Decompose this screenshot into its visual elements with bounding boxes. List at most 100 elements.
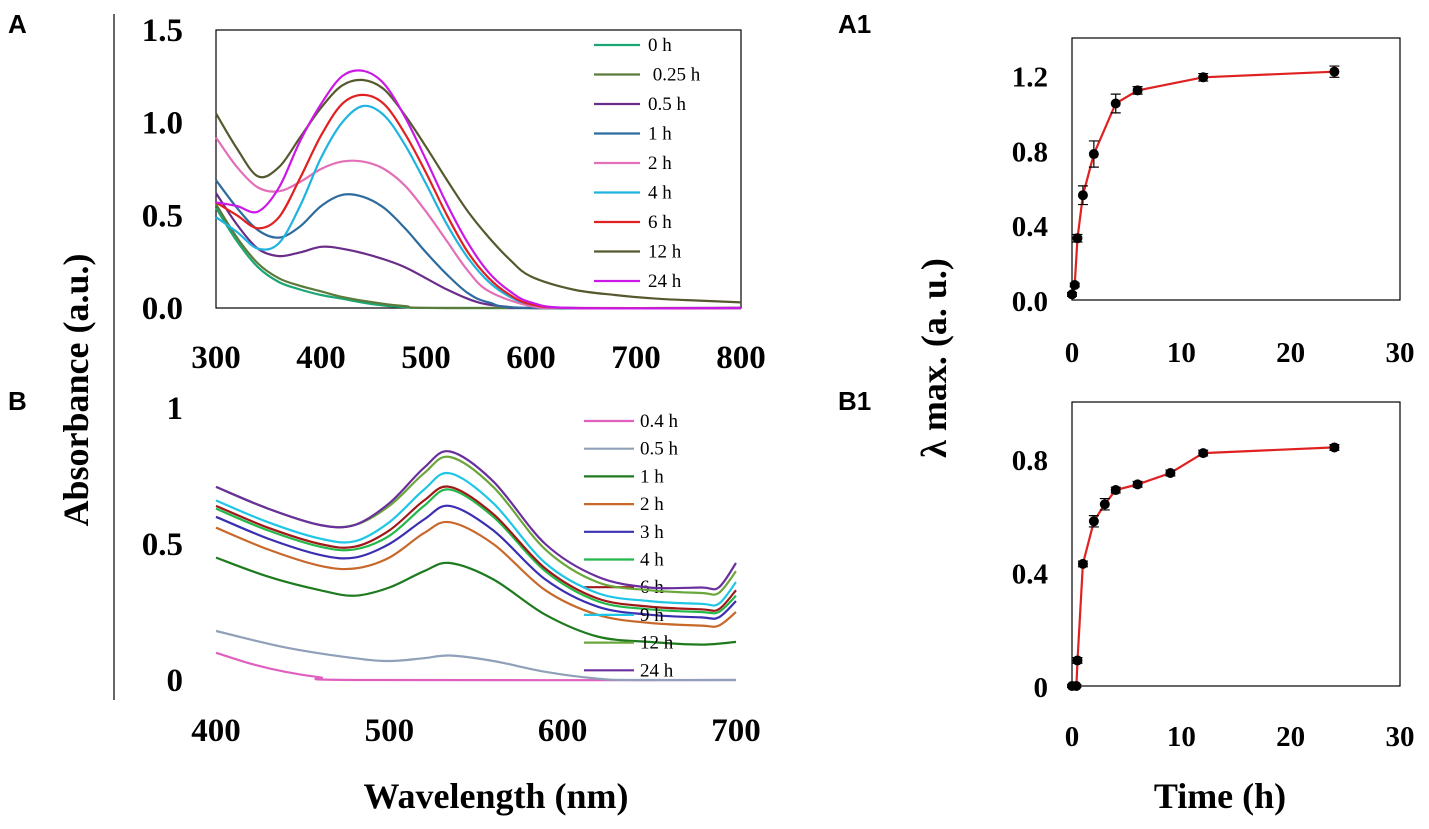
x-tick-label-a1: 30	[1386, 337, 1415, 369]
data-point-a1	[1077, 190, 1088, 201]
x-tick-label-b: 500	[365, 713, 415, 749]
panel-a1-chart: 0.0 0.4 0.8 1.2 0 10 20 30	[1012, 37, 1415, 369]
data-point-a1	[1198, 72, 1209, 83]
series-line-b-2	[215, 556, 737, 646]
series-line-a-7	[215, 78, 742, 304]
data-point-b1	[1198, 448, 1209, 459]
y-tick-label-a1: 0.4	[1012, 211, 1048, 243]
data-point-b1	[1329, 442, 1340, 453]
series-line-a-8	[215, 69, 742, 310]
y-tick-label-a: 1.5	[142, 13, 183, 49]
data-point-a1	[1110, 98, 1121, 109]
data-point-b1	[1132, 479, 1143, 490]
legend-label-a-7: 12 h	[648, 242, 682, 263]
series-line-b-9	[215, 450, 737, 591]
data-point-b1	[1071, 681, 1082, 691]
legend-label-b-3: 2 h	[640, 494, 664, 515]
data-point-a1	[1329, 66, 1340, 77]
data-point-a1	[1088, 149, 1099, 160]
x-tick-label-a: 600	[506, 340, 556, 376]
legend-label-a-2: 0.5 h	[648, 94, 687, 115]
y-tick-label-a1: 1.2	[1012, 61, 1048, 93]
panel-letter-b: B	[8, 386, 27, 416]
panel-letter-a: A	[8, 9, 27, 39]
data-point-b1	[1088, 516, 1099, 527]
y-tick-label-b: 1	[167, 391, 184, 427]
x-tick-label-a: 500	[401, 340, 451, 376]
series-line-b-7	[215, 471, 737, 607]
x-tick-label-a: 700	[611, 340, 661, 376]
y-tick-label-a1: 0.8	[1012, 136, 1048, 168]
panel-letter-b1: B1	[838, 386, 871, 416]
y-axis-title-right: λ max. (a. u.)	[914, 258, 954, 458]
series-line-b-6	[215, 485, 737, 612]
data-point-a1	[1067, 289, 1077, 300]
x-tick-label-b1: 0	[1065, 721, 1080, 753]
x-tick-label-b1: 30	[1386, 721, 1415, 753]
x-tick-label-a1: 0	[1065, 337, 1080, 369]
data-point-a1	[1072, 233, 1083, 244]
series-line-b-4	[215, 504, 737, 620]
data-point-b1	[1099, 499, 1110, 510]
legend-label-a-5: 4 h	[648, 183, 672, 204]
x-tick-label-a1: 10	[1167, 337, 1196, 369]
series-line-a-4	[215, 136, 742, 310]
x-tick-label-b1: 20	[1276, 721, 1305, 753]
x-tick-label-b1: 10	[1167, 721, 1196, 753]
series-line-a-1	[215, 203, 742, 310]
y-tick-label-b1: 0.4	[1012, 558, 1048, 590]
x-tick-label-a1: 20	[1276, 337, 1305, 369]
data-point-b1	[1072, 655, 1083, 666]
y-axis-title-left: Absorbance (a.u.)	[56, 253, 96, 526]
data-point-b1	[1077, 558, 1088, 569]
data-point-b1	[1165, 468, 1176, 478]
legend-label-b-1: 0.5 h	[640, 439, 679, 460]
x-tick-label-b: 600	[538, 713, 588, 749]
y-tick-label-a: 0.5	[142, 198, 183, 234]
legend-label-b-5: 4 h	[640, 550, 664, 571]
y-tick-label-b: 0.5	[142, 527, 183, 563]
legend-label-b-0: 0.4 h	[640, 411, 679, 432]
legend-label-a-4: 2 h	[648, 153, 672, 174]
x-tick-label-b: 700	[711, 713, 761, 749]
series-line-b-1	[215, 629, 737, 682]
panel-b1-chart: 0 0.4 0.8 0 10 20 30	[1012, 401, 1415, 753]
data-point-b1	[1110, 485, 1121, 496]
panel-letter-a1: A1	[838, 9, 871, 39]
legend-label-a-3: 1 h	[648, 124, 672, 145]
legend-label-a-1: 0.25 h	[648, 65, 701, 86]
legend-label-b-9: 24 h	[640, 660, 674, 681]
data-point-a1	[1069, 280, 1080, 291]
x-axis-title-left: Wavelength (nm)	[364, 776, 629, 816]
series-line-b-0	[215, 651, 737, 682]
legend-label-a-6: 6 h	[648, 212, 672, 233]
y-tick-label-a: 1.0	[142, 106, 183, 142]
legend-label-b-8: 12 h	[640, 633, 674, 654]
series-line-a-6	[215, 93, 742, 310]
legend-label-b-2: 1 h	[640, 466, 664, 487]
plot-frame-a1	[1071, 37, 1401, 301]
y-tick-label-b1: 0	[1034, 672, 1049, 704]
series-line-b-3	[215, 520, 737, 628]
panel-a-chart: 0.0 0.5 1.0 1.5 300 400 500 600 700 800 0 h 0.25 h…	[142, 13, 766, 376]
x-tick-label-b: 400	[191, 713, 241, 749]
series-line-b-5	[215, 488, 737, 615]
x-axis-title-right: Time (h)	[1154, 776, 1286, 816]
x-tick-label-a: 400	[296, 340, 346, 376]
x-tick-label-a: 300	[191, 340, 241, 376]
series-line-a-3	[215, 179, 742, 310]
trend-line-b1	[1072, 446, 1335, 688]
y-tick-label-b: 0	[167, 663, 184, 699]
legend-label-b-4: 3 h	[640, 522, 664, 543]
x-tick-label-a: 800	[716, 340, 766, 376]
data-point-a1	[1132, 85, 1143, 96]
legend-label-a-8: 24 h	[648, 271, 682, 292]
y-tick-label-a1: 0.0	[1012, 286, 1048, 318]
y-tick-label-a: 0.0	[142, 291, 183, 327]
legend-label-b-7: 9 h	[640, 605, 664, 626]
y-tick-label-b1: 0.8	[1012, 445, 1048, 477]
plot-frame-b1	[1071, 401, 1401, 687]
legend-label-a-0: 0 h	[648, 35, 672, 56]
